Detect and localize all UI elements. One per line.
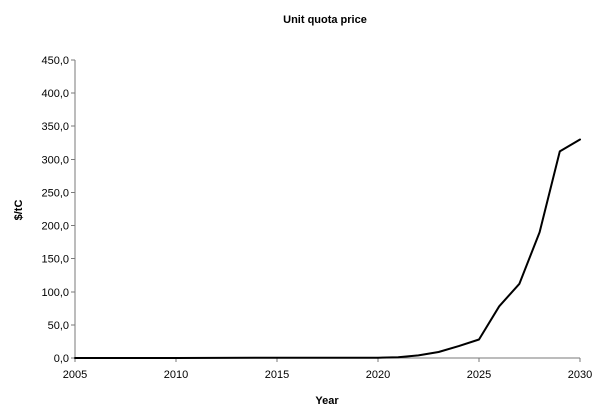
series-group [74,138,581,359]
x-tick-label: 2010 [164,369,188,381]
y-tick-label: 0,0 [54,353,69,365]
y-tick-label: 350,0 [41,121,69,133]
x-tick-label: 2020 [366,369,390,381]
y-axis: 0,0 50,0 100,0 150,0 200,0 250,0 300,0 350,0 400… [41,55,76,365]
chart-title: Unit quota price [283,14,367,26]
y-tick-label: 150,0 [41,254,69,266]
y-tick-label: 300,0 [41,154,69,166]
x-tick-label: 2025 [467,369,491,381]
x-axis-title: Year [315,395,339,407]
x-axis: 2005 2010 2015 2020 2025 2030 [63,357,592,381]
y-tick-label: 400,0 [41,88,69,100]
y-tick-label: 50,0 [48,320,69,332]
y-axis-title: $/tC [13,200,25,221]
y-tick-label: 200,0 [41,221,69,233]
y-tick-label: 250,0 [41,187,69,199]
x-tick-label: 2015 [265,369,289,381]
x-tick-label: 2030 [568,369,592,381]
x-tick-label: 2005 [63,369,87,381]
series-line [74,138,581,359]
y-tick-label: 100,0 [41,287,69,299]
y-tick-label: 450,0 [41,55,69,67]
